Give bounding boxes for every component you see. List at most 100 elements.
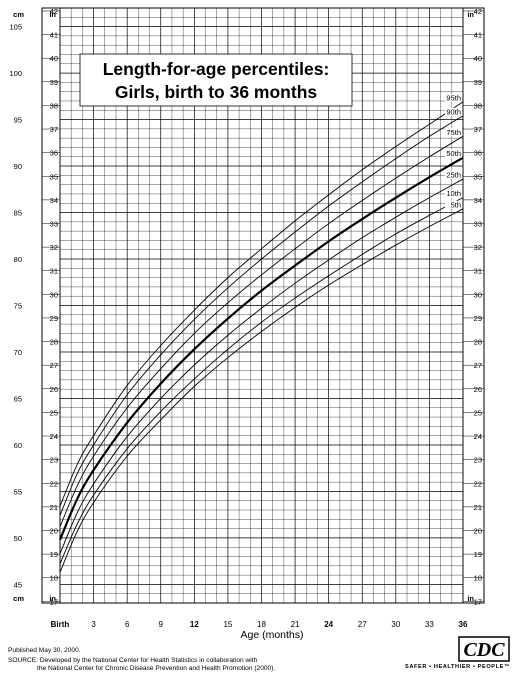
curve-25th xyxy=(59,178,464,554)
curve-label-bg xyxy=(445,171,462,180)
in-tick-label-left: 42 xyxy=(50,7,58,16)
in-tick-label-left: 36 xyxy=(50,149,58,158)
in-tick-label-left: 41 xyxy=(50,31,58,40)
in-tick-label-left: 40 xyxy=(50,54,58,63)
in-unit-label: in xyxy=(49,594,56,603)
in-tick-label-right: 25 xyxy=(474,408,482,417)
curve-10th xyxy=(59,197,464,565)
in-tick-label-right: 19 xyxy=(474,550,482,559)
in-tick-label-right: 37 xyxy=(474,125,482,134)
x-tick-label: Birth xyxy=(51,620,70,629)
in-tick-label-left: 30 xyxy=(50,290,58,299)
curve-50th xyxy=(58,156,464,541)
chart-title: Length-for-age percentiles: xyxy=(103,59,330,79)
in-tick-label-right: 41 xyxy=(474,31,482,40)
in-tick-label-left: 37 xyxy=(50,125,58,134)
curve-label-bg xyxy=(445,189,462,198)
title-box: Length-for-age percentiles: Girls, birth… xyxy=(79,53,353,107)
x-tick-label: 6 xyxy=(125,620,130,629)
cdc-tagline: SAFER • HEALTHIER • PEOPLE™ xyxy=(405,664,511,670)
in-tick-label-right: 27 xyxy=(474,361,482,370)
curve-label-95th: 95th xyxy=(446,93,461,102)
x-axis-label: Age (months) xyxy=(240,629,303,640)
x-tick-label: 3 xyxy=(91,620,96,629)
source-line-1: SOURCE: Developed by the National Center… xyxy=(8,657,258,664)
in-tick-label-right: 23 xyxy=(474,456,482,465)
curve-75th xyxy=(59,135,464,527)
in-tick-label-right: 31 xyxy=(474,267,482,276)
in-tick-label-left: 31 xyxy=(50,267,58,276)
in-tick-label-right: 38 xyxy=(474,101,482,110)
in-tick-label-left: 28 xyxy=(50,338,58,347)
curve-label-90th: 90th xyxy=(446,107,461,116)
in-tick-label-right: 33 xyxy=(474,220,482,229)
in-tick-label-right: 18 xyxy=(474,574,482,583)
in-tick-label-right: 32 xyxy=(474,243,482,252)
cm-tick-label: 50 xyxy=(14,534,22,543)
curve-90th xyxy=(59,115,464,516)
x-tick-label: 33 xyxy=(425,620,434,629)
in-tick-label-right: 30 xyxy=(474,290,482,299)
curve-5th xyxy=(59,208,464,573)
in-tick-label-right: 17 xyxy=(474,597,482,606)
chart-frame xyxy=(41,7,485,604)
in-tick-label-left: 24 xyxy=(50,432,58,441)
cm-tick-label: 60 xyxy=(14,441,22,450)
in-tick-label-right: 28 xyxy=(474,338,482,347)
curve-label-75th: 75th xyxy=(446,128,461,137)
in-tick-label-right: 24 xyxy=(474,432,482,441)
in-tick-label-right: 35 xyxy=(474,172,482,181)
curve-95th xyxy=(59,101,464,507)
cm-tick-label: 55 xyxy=(14,487,22,496)
published-date: Published May 30, 2000. xyxy=(8,647,81,654)
title-background xyxy=(79,53,353,107)
x-tick-label: 9 xyxy=(159,620,164,629)
in-tick-label-right: 20 xyxy=(474,526,482,535)
in-tick-label-right: 36 xyxy=(474,149,482,158)
curve-label-bg xyxy=(445,93,462,102)
cm-tick-label: 95 xyxy=(14,116,22,125)
in-tick-label-left: 33 xyxy=(50,220,58,229)
in-tick-label-left: 39 xyxy=(50,78,58,87)
in-tick-label-right: 29 xyxy=(474,314,482,323)
in-tick-label-left: 32 xyxy=(50,243,58,252)
in-unit-label: in xyxy=(467,594,474,603)
in-tick-label-left: 20 xyxy=(50,526,58,535)
cm-tick-label: 75 xyxy=(14,302,22,311)
in-tick-label-right: 42 xyxy=(474,7,482,16)
in-tick-label-left: 19 xyxy=(50,550,58,559)
axes: 17 17 18 18 19 19 20 20 21 21 22 22 23 23 24 24 25 25 26 26… xyxy=(9,7,485,629)
in-tick-label-left: 35 xyxy=(50,172,58,181)
cdc-logo-text: CDC xyxy=(463,639,505,661)
cm-tick-label: 65 xyxy=(14,394,22,403)
in-tick-label-right: 39 xyxy=(474,78,482,87)
cm-tick-label: 105 xyxy=(9,23,22,32)
in-tick-label-left: 23 xyxy=(50,456,58,465)
in-tick-label-left: 17 xyxy=(50,597,58,606)
curve-label-bg xyxy=(445,128,462,137)
in-tick-label-left: 27 xyxy=(50,361,58,370)
in-tick-label-left: 18 xyxy=(50,574,58,583)
in-tick-label-left: 21 xyxy=(50,503,58,512)
percentile-curves: 95th 90th 75th 50th 25th 10th 5th xyxy=(58,93,464,573)
cm-tick-label: 70 xyxy=(14,348,22,357)
in-tick-label-left: 38 xyxy=(50,101,58,110)
x-tick-label: 24 xyxy=(324,620,333,629)
cm-tick-label: 45 xyxy=(14,580,22,589)
in-tick-label-right: 22 xyxy=(474,479,482,488)
cm-unit-label: cm xyxy=(13,594,24,603)
cm-tick-label: 90 xyxy=(14,162,22,171)
in-tick-label-right: 40 xyxy=(474,54,482,63)
cm-tick-label: 80 xyxy=(14,255,22,264)
x-tick-label: 27 xyxy=(358,620,367,629)
curve-label-25th: 25th xyxy=(446,171,461,180)
x-tick-label: 21 xyxy=(291,620,300,629)
in-tick-label-left: 22 xyxy=(50,479,58,488)
curve-label-bg xyxy=(445,149,462,158)
cm-tick-label: 85 xyxy=(14,209,22,218)
curve-label-10th: 10th xyxy=(446,189,461,198)
x-tick-label: 12 xyxy=(190,620,199,629)
in-tick-label-right: 21 xyxy=(474,503,482,512)
curve-label-50th: 50th xyxy=(446,149,461,158)
in-unit-label: in xyxy=(49,10,56,19)
